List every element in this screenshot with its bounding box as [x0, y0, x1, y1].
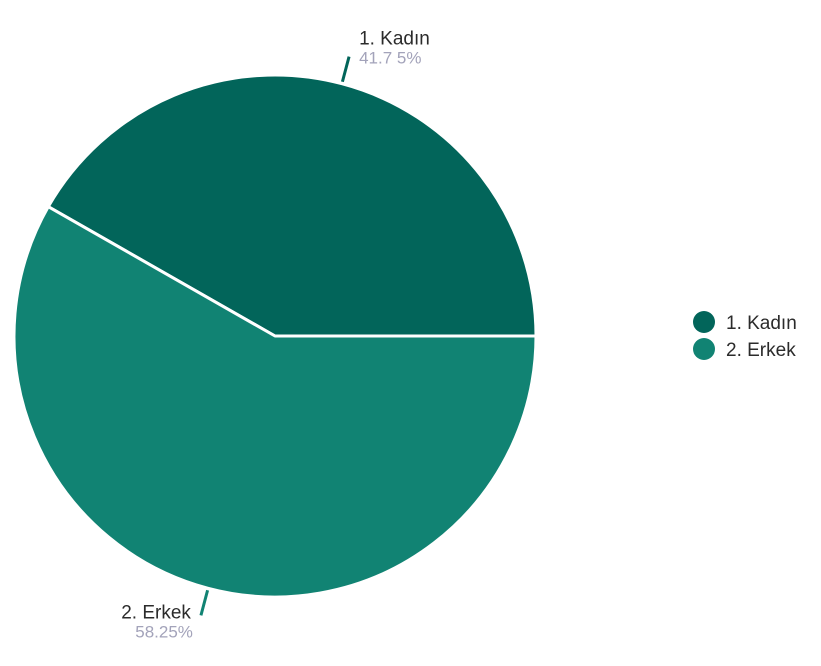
chart-legend: 1. Kadın 2. Erkek	[693, 311, 797, 361]
leader-line-1	[340, 56, 351, 83]
pie-slice-1	[46, 73, 538, 338]
pie-leader-lines	[199, 56, 351, 616]
legend-label-2: 2. Erkek	[726, 340, 796, 361]
legend-label-1: 1. Kadın	[726, 313, 797, 334]
legend-swatch-2	[693, 338, 715, 360]
leader-line-2	[199, 589, 210, 616]
slice-label-2: 2. Erkek	[121, 602, 191, 623]
pie-slice-2	[12, 205, 538, 599]
slice-percent-1: 41.7 5%	[359, 49, 421, 68]
legend-swatch-1	[693, 311, 715, 333]
slice-percent-2: 58.25%	[135, 622, 193, 641]
slice-label-1: 1. Kadın	[359, 29, 430, 50]
pie-slices	[12, 73, 538, 599]
